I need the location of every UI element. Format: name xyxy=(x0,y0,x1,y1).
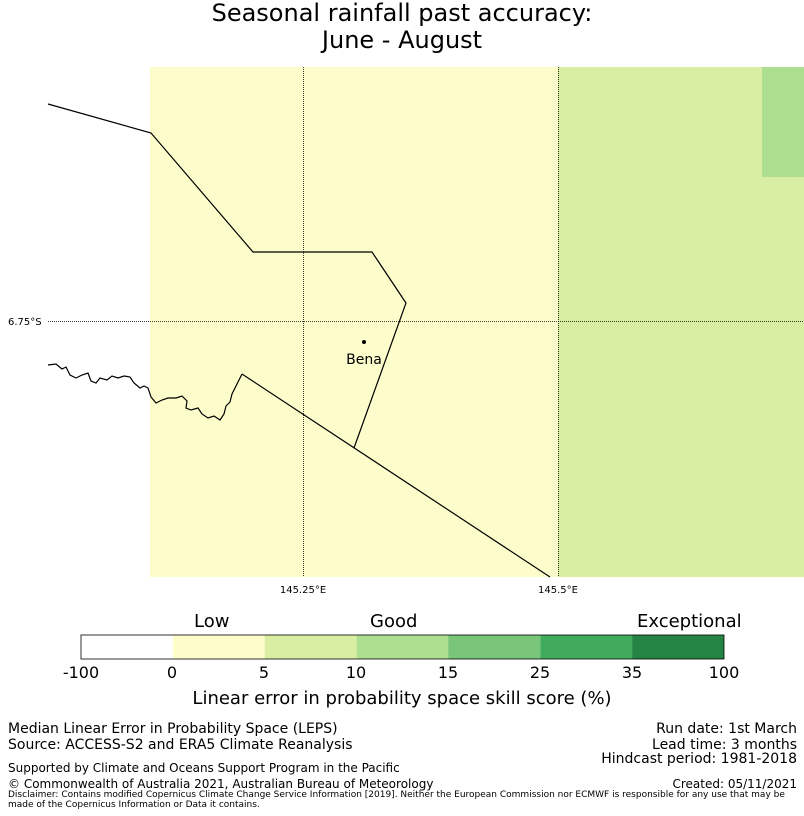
longitude-label-145-5: 145.5°E xyxy=(538,585,578,596)
footer-lead-time: Lead time: 3 months xyxy=(652,737,797,753)
colorbar-tick: 15 xyxy=(437,663,459,682)
province-boundary-north xyxy=(47,103,407,449)
colorbar-tick: 5 xyxy=(258,663,270,682)
colorbar-tick: 100 xyxy=(708,663,740,682)
colorbar-segment-6 xyxy=(540,635,633,659)
colorbar-tick: 35 xyxy=(621,663,643,682)
footer-copyright: © Commonwealth of Australia 2021, Austra… xyxy=(8,777,434,791)
footer-source: Source: ACCESS-S2 and ERA5 Climate Reana… xyxy=(8,737,353,753)
grid-cell-low xyxy=(150,67,558,577)
river-boundary xyxy=(47,363,243,421)
colorbar-segment-1 xyxy=(81,635,173,659)
footer-disclaimer: Disclaimer: Contains modified Copernicus… xyxy=(8,790,785,810)
colorbar-segment-2 xyxy=(172,635,265,659)
title-line-1: Seasonal rainfall past accuracy: xyxy=(211,0,593,27)
colorbar-tick: 25 xyxy=(529,663,551,682)
footer-support: Supported by Climate and Oceans Support … xyxy=(8,761,400,775)
latitude-label: 6.75°S xyxy=(8,317,42,328)
colorbar-category-low: Low xyxy=(194,611,230,632)
province-boundary-south xyxy=(241,373,551,578)
colorbar-category-exceptional: Exceptional xyxy=(637,611,742,632)
colorbar-tick: -100 xyxy=(62,663,100,682)
colorbar-frame xyxy=(80,634,725,660)
title-line-2: June - August xyxy=(321,26,483,54)
footer-metric: Median Linear Error in Probability Space… xyxy=(8,721,338,737)
colorbar-segment-7 xyxy=(632,635,724,659)
footer-created-date: Created: 05/11/2021 xyxy=(672,777,797,791)
colorbar xyxy=(80,634,725,660)
colorbar-category-good: Good xyxy=(370,611,418,632)
colorbar-axis-label: Linear error in probability space skill … xyxy=(192,688,612,709)
longitude-label-145-25: 145.25°E xyxy=(280,585,326,596)
town-marker-bena xyxy=(362,340,366,344)
footer-run-date: Run date: 1st March xyxy=(656,721,797,737)
colorbar-segment-4 xyxy=(356,635,449,659)
chart-title: Seasonal rainfall past accuracy: June - … xyxy=(0,0,804,54)
colorbar-segment-3 xyxy=(264,635,357,659)
colorbar-tick: 10 xyxy=(345,663,367,682)
colorbar-tick: 0 xyxy=(166,663,178,682)
footer-hindcast-period: Hindcast period: 1981-2018 xyxy=(601,751,797,767)
colorbar-segment-5 xyxy=(448,635,541,659)
town-label-bena: Bena xyxy=(346,352,382,368)
grid-cell-good-10-15 xyxy=(762,67,804,177)
